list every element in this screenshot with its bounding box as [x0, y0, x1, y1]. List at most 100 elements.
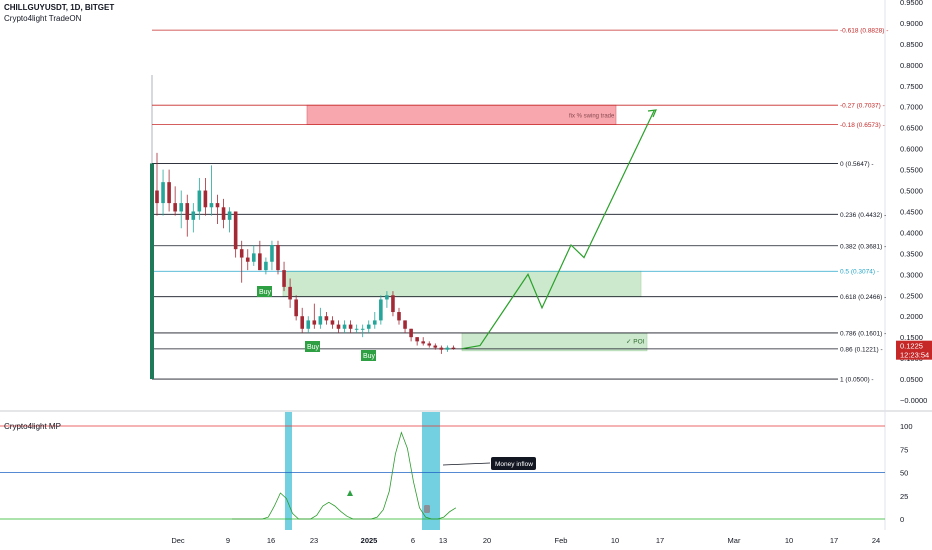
- countdown-label: 12:23:54: [900, 351, 929, 360]
- price-tick-label: 0.1500: [900, 333, 923, 342]
- price-tick-label: 0.8000: [900, 61, 923, 70]
- oscillator-tick-label: 0: [900, 515, 904, 524]
- price-tick-label: 0.6000: [900, 145, 923, 154]
- candle-body: [252, 253, 256, 262]
- candle-body: [306, 320, 311, 329]
- candle-body: [336, 324, 341, 329]
- price-tick-label: 0.9500: [900, 0, 923, 7]
- candle-body: [445, 347, 450, 350]
- oscillator-tick-label: 75: [900, 445, 908, 454]
- demand-zone: [282, 270, 642, 297]
- oscillator-title[interactable]: Crypto4light MP: [4, 422, 61, 431]
- price-tick-label: 0.4500: [900, 207, 923, 216]
- candle-body: [379, 299, 383, 321]
- candle-body: [197, 190, 202, 212]
- fib-level-label: 1 (0.0500) -: [840, 377, 874, 384]
- oscillator-tick-label: 25: [900, 492, 908, 501]
- price-tick-label: 0.8500: [900, 40, 923, 49]
- time-tick-label: 17: [656, 536, 664, 545]
- current-price-label: 0.1225: [900, 342, 923, 351]
- money-inflow-label: Money inflow: [495, 461, 533, 468]
- candle-body: [203, 190, 208, 208]
- candle-body: [366, 324, 371, 329]
- fibonacci-levels: -0.618 (0.8828) - -0.27 (0.7037) - -0.18 (…: [150, 28, 888, 384]
- signal-highlight: [285, 412, 292, 530]
- fib-level-label: 0.618 (0.2466) -: [840, 294, 886, 301]
- time-tick-label: 20: [483, 536, 491, 545]
- candlesticks: Buy Buy Buy: [155, 152, 456, 361]
- current-price-tag: [896, 340, 932, 360]
- price-tick-label: 0.2500: [900, 291, 923, 300]
- candle-body: [330, 320, 335, 325]
- price-tick-label: 0.2000: [900, 312, 923, 321]
- candle-body: [264, 261, 268, 271]
- candle-body: [179, 203, 183, 212]
- candle-body: [385, 295, 389, 300]
- buy-marker: [361, 350, 376, 361]
- fib-level-label: -0.618 (0.8828) -: [840, 28, 888, 35]
- candle-body: [348, 324, 353, 329]
- price-tick-label: 0.7000: [900, 103, 923, 112]
- price-tick-label: 0.0500: [900, 375, 923, 384]
- price-tick-label: −0.0000: [900, 396, 927, 405]
- candle-body: [270, 244, 274, 262]
- price-tick-label: 0.7500: [900, 82, 923, 91]
- fib-level-label: -0.27 (0.7037) -: [840, 103, 885, 110]
- candle-body: [191, 211, 196, 220]
- buy-label: Buy: [259, 289, 272, 296]
- candle-body: [427, 343, 432, 346]
- candle-body: [451, 347, 456, 349]
- time-tick-label: 10: [785, 536, 793, 545]
- buy-marker: [305, 341, 320, 352]
- price-tick-label: 0.3500: [900, 249, 923, 258]
- price-tick-label: 0.4000: [900, 228, 923, 237]
- oscillator-panel: 100 75 50 25 0 Money inflow: [0, 412, 913, 530]
- price-tick-label: 0.5000: [900, 187, 923, 196]
- buy-marker: [257, 286, 272, 297]
- candle-body: [185, 203, 190, 220]
- candle-body: [403, 320, 407, 329]
- price-projection: [461, 109, 657, 350]
- price-tick-label: 0.6500: [900, 124, 923, 133]
- candle-body: [245, 257, 250, 262]
- projection-arrowhead: [647, 109, 657, 118]
- time-tick-label: 6: [411, 536, 415, 545]
- candle-body: [433, 345, 438, 348]
- oscillator-line: [232, 431, 457, 520]
- candle-body: [360, 328, 365, 330]
- price-tick-label: 0.5500: [900, 166, 923, 175]
- candle-body: [167, 182, 171, 204]
- candle-body: [397, 312, 401, 321]
- candle-body: [415, 337, 419, 342]
- fib-level-label: 0.786 (0.1601) -: [840, 330, 886, 337]
- candle-body: [227, 211, 232, 220]
- oscillator-tick-label: 50: [900, 469, 908, 478]
- candle-body: [409, 328, 413, 338]
- candle-body: [209, 203, 214, 208]
- poi-zone: [461, 332, 648, 352]
- target-zone-label: fix % swing trade: [569, 113, 615, 119]
- time-tick-label: 9: [226, 536, 230, 545]
- candle-body: [300, 316, 304, 329]
- time-tick-label: Mar: [728, 536, 741, 545]
- projection-path: [461, 110, 655, 350]
- oscillator-tick-label: 100: [900, 422, 913, 431]
- candle-body: [324, 316, 329, 321]
- money-inflow-badge: [491, 457, 536, 470]
- candle-body: [239, 249, 244, 258]
- range-bar: [150, 163, 154, 380]
- fib-level-label: 0.236 (0.4432) -: [840, 212, 886, 219]
- candle-body: [342, 324, 347, 329]
- candle-body: [173, 203, 177, 212]
- time-tick-label: 24: [872, 536, 880, 545]
- candle-body: [233, 211, 238, 250]
- candle-body: [312, 320, 317, 325]
- money-inflow-pointer: [442, 462, 491, 466]
- fib-level-label: 0.5 (0.3074) -: [840, 269, 879, 276]
- time-tick-label: Feb: [555, 536, 568, 545]
- signal-highlight: [422, 412, 440, 530]
- candle-body: [276, 244, 280, 271]
- candle-body: [155, 190, 159, 204]
- indicator-name[interactable]: Crypto4light TradeON: [4, 14, 82, 23]
